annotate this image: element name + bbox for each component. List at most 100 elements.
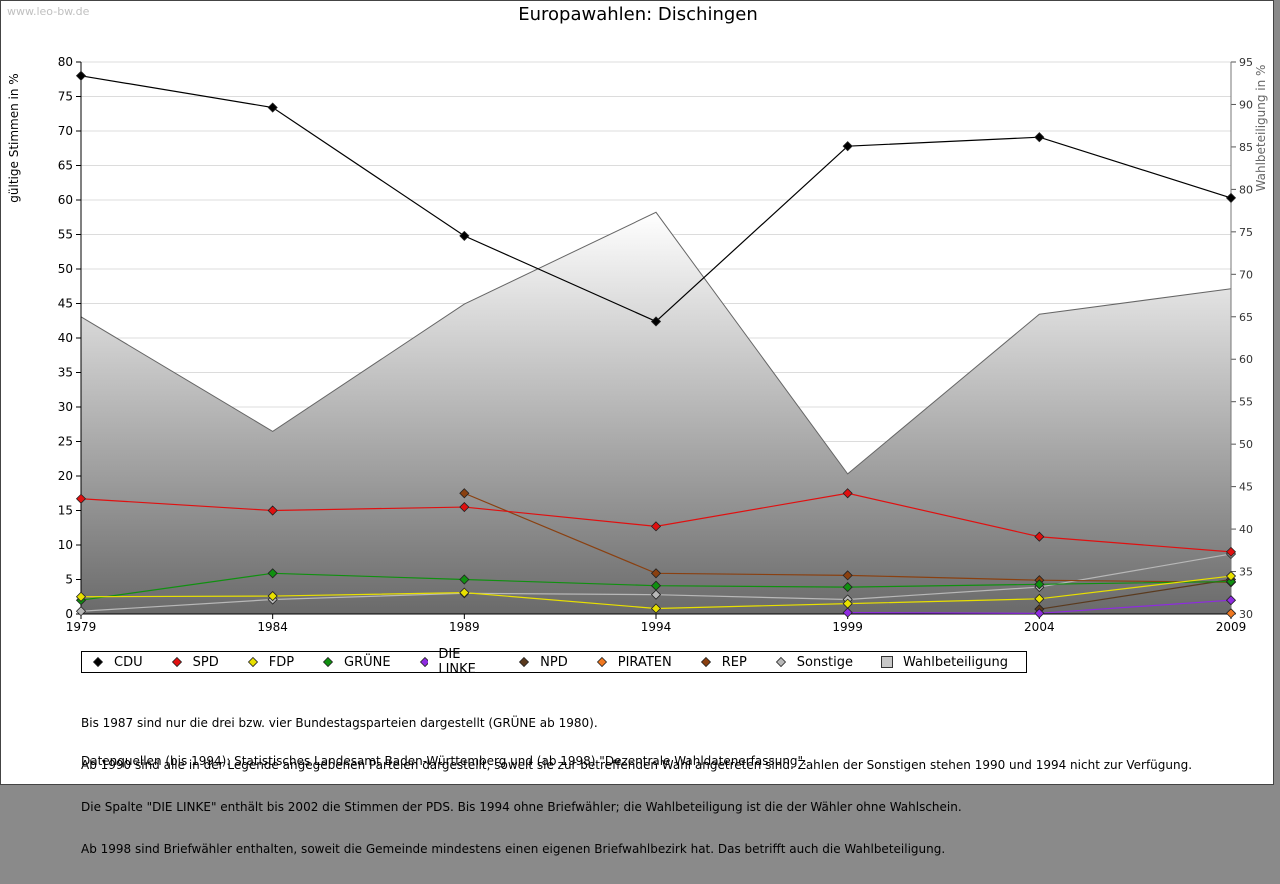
data-point-sonstige [75, 606, 87, 617]
turnout-area-fill [81, 212, 1231, 614]
data-point-die-linke [1034, 608, 1045, 619]
data-point-cdu [75, 70, 87, 81]
y-axis-label: gültige Stimmen in % [7, 73, 21, 202]
right-tick-label: 85 [1239, 141, 1253, 154]
legend-label: Sonstige [796, 654, 853, 670]
data-point-sonstige [650, 589, 662, 600]
left-tick-label: 35 [58, 366, 73, 380]
left-tick-label: 45 [58, 297, 73, 311]
legend-marker [171, 656, 182, 668]
x-tick-label: 1999 [832, 620, 863, 634]
data-point-rep [842, 570, 853, 581]
right-tick-label: 45 [1239, 481, 1253, 494]
data-point-fdp [1034, 593, 1045, 604]
data-point-gr-ne [1034, 579, 1045, 590]
data-point-fdp [1225, 570, 1237, 582]
data-point-cdu [1225, 192, 1237, 203]
legend-marker [596, 656, 607, 668]
left-tick-label: 80 [58, 55, 73, 69]
legend-item-die-linke: DIE LINKE [419, 647, 491, 677]
legend-marker [775, 656, 786, 668]
legend-item-cdu: CDU [92, 655, 143, 670]
data-point-cdu [650, 316, 662, 327]
left-tick-label: 55 [58, 228, 73, 242]
left-tick-label: 40 [58, 331, 73, 345]
legend-item-spd: SPD [171, 655, 219, 670]
chart-title: Europawahlen: Dischingen [518, 4, 758, 25]
left-tick-label: 25 [58, 435, 73, 449]
right-tick-label: 95 [1239, 56, 1253, 69]
right-tick-label: 60 [1239, 353, 1253, 366]
note-line: Ab 1990 sind alle in der Legende angegeb… [81, 758, 1193, 772]
data-point-die-linke [842, 607, 853, 618]
data-point-fdp [842, 598, 853, 609]
left-tick-label: 70 [58, 124, 73, 138]
data-point-cdu [267, 102, 278, 113]
legend-marker [880, 656, 893, 668]
right-tick-label: 40 [1239, 523, 1253, 536]
notes: Bis 1987 sind nur die drei bzw. vier Bun… [81, 688, 1192, 884]
turnout-area [80, 211, 1232, 614]
data-point-cdu [1034, 132, 1045, 143]
data-point-spd [459, 501, 470, 513]
y-axis-label-right: Wahlbeteiligung in % [1254, 65, 1268, 192]
left-tick-label: 60 [58, 193, 73, 207]
legend-label: FDP [268, 654, 295, 670]
left-tick-label: 30 [58, 400, 73, 414]
left-tick-label: 20 [58, 469, 73, 483]
x-tick-label: 2009 [1216, 620, 1247, 634]
legend-item-fdp: FDP [247, 655, 294, 670]
left-tick-label: 5 [65, 573, 73, 587]
left-tick-label: 0 [65, 607, 73, 621]
x-tick-label: 1989 [449, 620, 480, 634]
left-tick-label: 10 [58, 538, 73, 552]
right-tick-label: 55 [1239, 396, 1253, 409]
right-tick-label: 65 [1239, 311, 1253, 324]
data-point-piraten [1225, 608, 1237, 619]
x-tick-label: 1984 [257, 620, 288, 634]
data-point-spd [75, 493, 87, 504]
legend-label: PIRATEN [617, 654, 672, 670]
chart-canvas: 0 5 10 15 20 25 30 35 40 45 50 55 60 65 70 75 80 30 35 40 45… [7, 55, 1268, 634]
legend-marker [247, 656, 258, 668]
data-point-die-linke [1225, 595, 1237, 606]
series-line-npd [1039, 578, 1232, 610]
legend: CDU SPD FDP GRÜNE DIE LINKE NPD PIRATEN REP Sons… [81, 647, 1027, 677]
x-tick-label: 1994 [641, 620, 672, 634]
data-point-spd [1225, 546, 1237, 557]
data-point-gr-ne [459, 574, 470, 585]
axes [76, 61, 1236, 619]
legend-item-wahlbeteiligung: Wahlbeteiligung [880, 655, 1008, 670]
data-point-gr-ne [650, 580, 662, 591]
right-tick-label: 70 [1239, 268, 1253, 281]
right-tick-label: 80 [1239, 183, 1253, 196]
data-point-rep [459, 488, 470, 499]
data-point-cdu [842, 141, 853, 152]
data-point-gr-ne [1225, 576, 1237, 587]
legend-label: SPD [192, 654, 219, 670]
note-line: Die Spalte "DIE LINKE" enthält bis 2002 … [81, 800, 962, 814]
left-tick-label: 50 [58, 262, 73, 276]
data-point-fdp [650, 603, 662, 614]
data-source: Datenquellen (bis 1994): Statistisches L… [81, 754, 807, 768]
x-tick-label: 1979 [66, 620, 97, 634]
data-point-spd [842, 488, 853, 499]
right-tick-label: 30 [1239, 608, 1253, 621]
data-point-spd [1034, 531, 1045, 542]
x-tick-label: 2004 [1024, 620, 1055, 634]
legend-label: NPD [540, 654, 568, 670]
legend-marker [419, 656, 429, 668]
legend-label: REP [721, 654, 747, 670]
data-point-spd [650, 521, 662, 532]
data-point-gr-ne [842, 582, 853, 593]
watermark: www.leo-bw.de [7, 5, 90, 18]
legend-marker [519, 656, 530, 668]
left-tick-label: 15 [58, 504, 73, 518]
left-tick-label: 65 [58, 159, 73, 173]
data-point-fdp [267, 590, 278, 602]
legend-item-gr-ne: GRÜNE [322, 655, 391, 670]
legend-item-piraten: PIRATEN [596, 655, 672, 670]
series-lines [75, 70, 1237, 619]
right-tick-label: 35 [1239, 566, 1253, 579]
legend-marker [322, 656, 334, 668]
